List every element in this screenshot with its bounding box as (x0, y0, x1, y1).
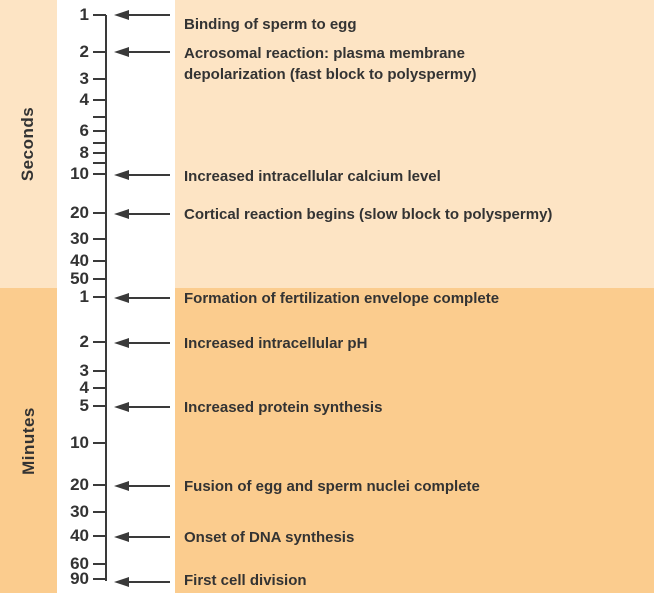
event-label: Fusion of egg and sperm nuclei complete (184, 476, 646, 497)
tick-label-minutes-10: 10 (70, 433, 89, 452)
left-arrow-icon (113, 575, 170, 587)
tick-minutes-1 (93, 296, 106, 298)
minutes-band-left: Minutes (0, 288, 57, 593)
event-label: Formation of fertilization envelope comp… (184, 288, 646, 309)
left-arrow-icon (113, 400, 170, 412)
tick-label-minutes-40: 40 (70, 526, 89, 545)
tick-seconds-30 (93, 238, 106, 240)
left-arrow-icon (113, 45, 170, 57)
tick-seconds-8 (93, 152, 106, 154)
tick-seconds-4 (93, 99, 106, 101)
event-label: Increased intracellular pH (184, 333, 646, 354)
event-label: Binding of sperm to egg (184, 14, 646, 35)
left-arrow-icon (113, 336, 170, 348)
tick-label-seconds-50: 50 (70, 269, 89, 288)
tick-seconds-50 (93, 278, 106, 280)
tick-seconds-9 (93, 162, 106, 164)
tick-seconds-1 (93, 14, 106, 16)
event-label: Onset of DNA synthesis (184, 527, 646, 548)
tick-label-minutes-30: 30 (70, 502, 89, 521)
tick-label-seconds-4: 4 (79, 90, 89, 109)
tick-minutes-4 (93, 387, 106, 389)
event-label-line: Formation of fertilization envelope comp… (184, 290, 500, 307)
event-label-line: Cortical reaction begins (slow block to … (184, 206, 553, 223)
event-label-line: Increased intracellular pH (184, 335, 368, 352)
seconds-band-right (175, 0, 654, 288)
event-label-line: Acrosomal reaction: plasma membrane (184, 45, 465, 62)
event-label-line: Binding of sperm to egg (184, 16, 357, 33)
tick-seconds-7 (93, 142, 106, 144)
tick-label-minutes-5: 5 (79, 396, 89, 415)
event-label-line: Onset of DNA synthesis (184, 529, 355, 546)
left-arrow-icon (113, 291, 170, 303)
tick-seconds-40 (93, 260, 106, 262)
event-label: Acrosomal reaction: plasma membrane depol… (184, 43, 646, 85)
tick-minutes-90 (93, 578, 106, 580)
tick-minutes-20 (93, 484, 106, 486)
tick-label-minutes-3: 3 (79, 361, 89, 380)
left-arrow-icon (113, 8, 170, 20)
event-label-line: First cell division (184, 572, 307, 589)
tick-label-minutes-90: 90 (70, 569, 89, 588)
tick-label-seconds-10: 10 (70, 164, 89, 183)
tick-label-minutes-2: 2 (79, 332, 89, 351)
event-label: Increased intracellular calcium level (184, 166, 646, 187)
event-label: Cortical reaction begins (slow block to … (184, 204, 646, 225)
tick-label-seconds-40: 40 (70, 251, 89, 270)
tick-label-seconds-20: 20 (70, 203, 89, 222)
left-arrow-icon (113, 479, 170, 491)
tick-minutes-10 (93, 442, 106, 444)
tick-label-minutes-60: 60 (70, 554, 89, 573)
tick-minutes-2 (93, 341, 106, 343)
time-axis-line (105, 15, 107, 581)
event-label-line: depolarization (fast block to polyspermy… (184, 66, 477, 83)
tick-seconds-10 (93, 173, 106, 175)
tick-minutes-3 (93, 370, 106, 372)
tick-label-minutes-1: 1 (79, 287, 89, 306)
tick-seconds-5 (93, 116, 106, 118)
event-label: Increased protein synthesis (184, 397, 646, 418)
tick-label-minutes-20: 20 (70, 475, 89, 494)
left-arrow-icon (113, 207, 170, 219)
event-label-line: Fusion of egg and sperm nuclei complete (184, 478, 480, 495)
left-arrow-icon (113, 530, 170, 542)
event-label: First cell division (184, 570, 646, 591)
event-label-line: Increased intracellular calcium level (184, 168, 441, 185)
tick-label-seconds-1: 1 (79, 5, 89, 24)
tick-label-seconds-6: 6 (79, 121, 89, 140)
seconds-band-left: Seconds (0, 0, 57, 288)
tick-seconds-20 (93, 212, 106, 214)
tick-label-seconds-8: 8 (79, 143, 89, 162)
tick-seconds-6 (93, 130, 106, 132)
tick-label-minutes-4: 4 (79, 378, 89, 397)
tick-label-seconds-30: 30 (70, 229, 89, 248)
minutes-band-right (175, 288, 654, 593)
tick-seconds-3 (93, 78, 106, 80)
tick-minutes-30 (93, 511, 106, 513)
tick-minutes-60 (93, 563, 106, 565)
left-arrow-icon (113, 168, 170, 180)
tick-minutes-40 (93, 535, 106, 537)
tick-label-seconds-3: 3 (79, 69, 89, 88)
tick-seconds-2 (93, 51, 106, 53)
event-label-line: Increased protein synthesis (184, 399, 383, 416)
tick-label-seconds-2: 2 (79, 42, 89, 61)
tick-minutes-5 (93, 405, 106, 407)
